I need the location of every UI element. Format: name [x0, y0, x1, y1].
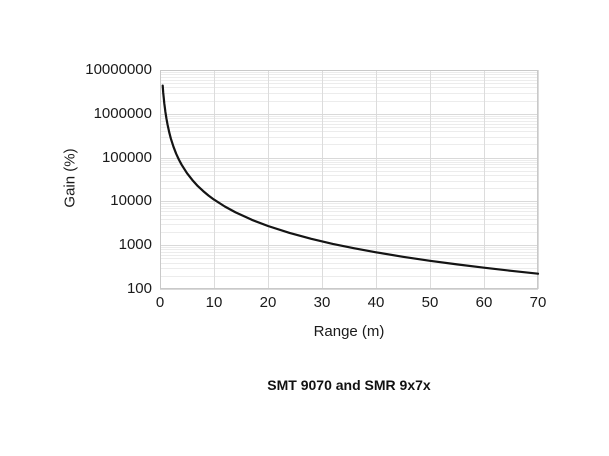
- minor-gridlines: [160, 72, 538, 277]
- x-tick-label: 50: [421, 294, 439, 311]
- y-tick-label: 100000: [101, 148, 152, 166]
- y-tick-label: 1000000: [93, 104, 152, 122]
- vertical-gridlines: [160, 70, 539, 289]
- x-tick-label: 20: [259, 294, 277, 311]
- x-tick-label: 60: [475, 294, 493, 311]
- x-tick-label: 0: [155, 294, 165, 311]
- y-tick-label: 100: [126, 280, 152, 297]
- gain-curve: [161, 84, 540, 275]
- chart-title: SMT 9070 and SMR 9x7x: [267, 377, 431, 393]
- y-tick-label: 10000000: [85, 61, 152, 78]
- y-tick-label: 10000: [110, 192, 152, 210]
- x-tick-label: 30: [313, 294, 331, 311]
- x-tick-label: 40: [367, 294, 385, 311]
- x-axis-title: Range (m): [313, 323, 385, 340]
- plot-border: [160, 70, 538, 289]
- x-tick-label: 10: [205, 294, 223, 311]
- major-gridlines: [160, 70, 538, 290]
- y-tick-label: 1000: [118, 236, 152, 254]
- x-tick-label: 70: [529, 294, 547, 311]
